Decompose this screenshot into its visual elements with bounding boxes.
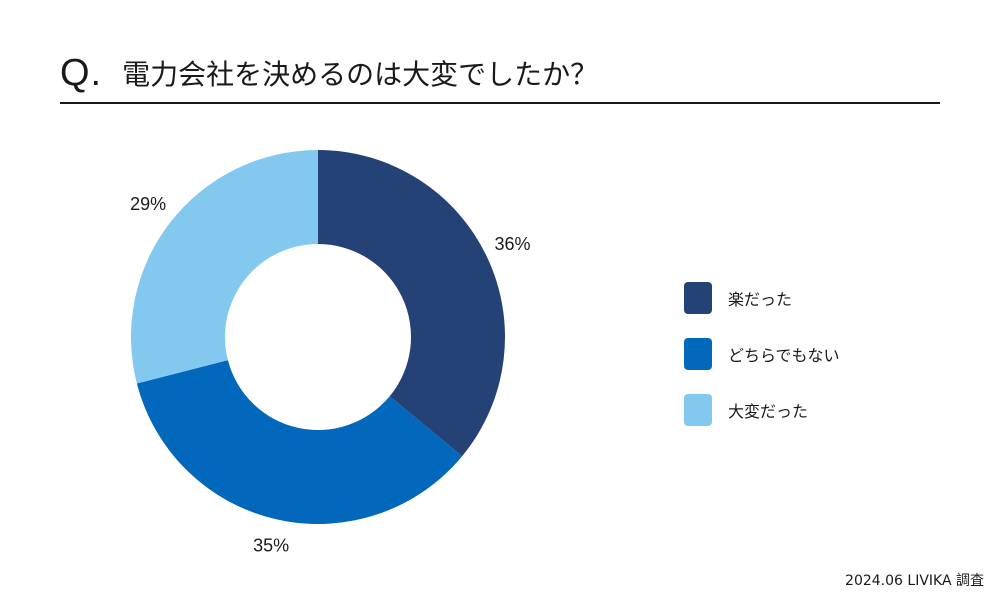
legend-swatch-easy [684,282,712,314]
slice-label-easy: 36% [495,234,531,254]
legend-label-neutral: どちらでもない [728,346,840,365]
legend-label-hard: 大変だった [728,402,809,421]
question-title: 電力会社を決めるのは大変でしたか？ [122,58,599,91]
legend-swatch-neutral [684,338,712,370]
donut-slice-easy [318,150,506,457]
slice-label-neutral: 35% [253,536,289,556]
legend-item-easy: 楽だった [684,282,840,314]
source-note: 2024.06 LIVIKA 調査 [845,573,984,589]
donut-slice-neutral [136,360,463,524]
chart-legend: 楽だった どちらでもない 大変だった [684,282,840,450]
slice-label-hard: 29% [130,194,166,214]
donut-slice-hard [131,150,318,384]
question-prefix: Q. [60,51,103,94]
legend-label-easy: 楽だった [728,290,793,309]
legend-item-neutral: どちらでもない [684,338,840,370]
question-header: Q. 電力会社を決めるのは大変でしたか？ [60,42,940,104]
legend-swatch-hard [684,394,712,426]
legend-item-hard: 大変だった [684,394,840,426]
title-divider [60,102,940,104]
